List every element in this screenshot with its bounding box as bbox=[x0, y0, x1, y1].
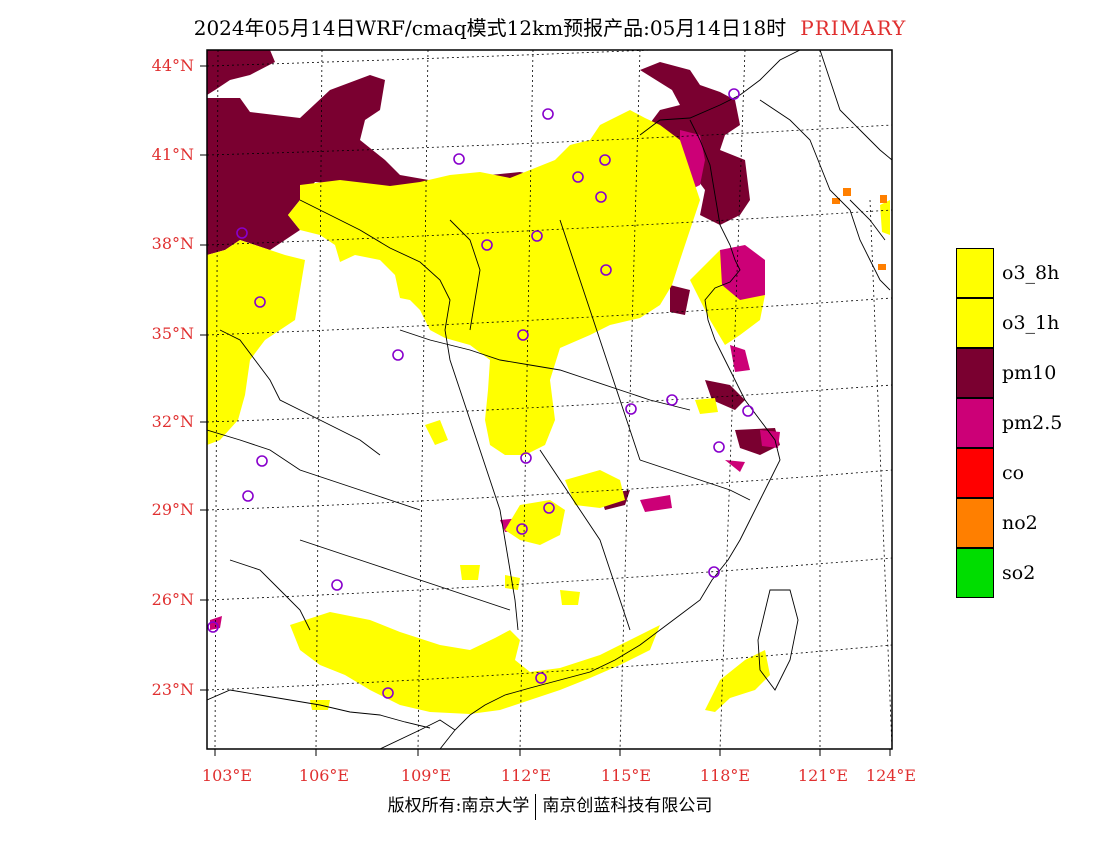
map-frame bbox=[206, 49, 893, 750]
legend-label: o3_8h bbox=[1002, 262, 1060, 284]
legend-label: o3_1h bbox=[1002, 312, 1060, 334]
lon-label-109e: 109°E bbox=[400, 766, 452, 785]
axis-ticks bbox=[200, 65, 891, 756]
boundaries bbox=[207, 50, 892, 749]
lat-label-23n: 23°N bbox=[151, 680, 194, 699]
legend-label: pm2.5 bbox=[1002, 412, 1063, 434]
graticule bbox=[207, 50, 892, 749]
lon-label-106e: 106°E bbox=[298, 766, 350, 785]
lon-label-112e: 112°E bbox=[500, 766, 552, 785]
footer-right: 南京创蓝科技有限公司 bbox=[542, 796, 713, 816]
legend-swatch bbox=[956, 248, 994, 298]
lon-label-103e: 103°E bbox=[201, 766, 253, 785]
legend-swatch bbox=[956, 548, 994, 598]
lon-label-121e: 121°E bbox=[797, 766, 849, 785]
o3-regions bbox=[207, 110, 890, 714]
map-area bbox=[207, 50, 892, 749]
no2-regions bbox=[832, 188, 887, 270]
legend-swatch bbox=[956, 298, 994, 348]
title-main: 2024年05月14日WRF/cmaq模式12km预报产品:05月14日18时 bbox=[193, 16, 787, 40]
map-title: 2024年05月14日WRF/cmaq模式12km预报产品:05月14日18时 P… bbox=[0, 12, 1100, 41]
legend-swatch bbox=[956, 448, 994, 498]
legend-label: pm10 bbox=[1002, 362, 1057, 384]
station-markers bbox=[207, 88, 754, 699]
footer-left: 版权所有:南京大学 bbox=[387, 796, 530, 816]
legend-swatch bbox=[956, 398, 994, 448]
lat-label-38n: 38°N bbox=[151, 234, 194, 253]
pm25-regions bbox=[210, 130, 780, 630]
legend-label: no2 bbox=[1002, 512, 1038, 534]
lat-label-35n: 35°N bbox=[151, 324, 194, 343]
legend-label: co bbox=[1002, 462, 1025, 484]
legend-swatch bbox=[956, 498, 994, 548]
lat-label-29n: 29°N bbox=[151, 500, 194, 519]
lon-label-115e: 115°E bbox=[600, 766, 652, 785]
copyright-footer: 版权所有:南京大学 南京创蓝科技有限公司 bbox=[0, 791, 1100, 820]
footer-separator bbox=[535, 793, 537, 820]
legend-label: so2 bbox=[1002, 562, 1036, 584]
title-tag: PRIMARY bbox=[800, 16, 907, 40]
legend-swatch bbox=[956, 348, 994, 398]
lon-label-124e: 124°E bbox=[865, 766, 917, 785]
lat-label-41n: 41°N bbox=[151, 145, 194, 164]
lon-label-118e: 118°E bbox=[699, 766, 751, 785]
lat-label-44n: 44°N bbox=[151, 56, 194, 75]
lat-label-32n: 32°N bbox=[151, 412, 194, 431]
lat-label-26n: 26°N bbox=[151, 590, 194, 609]
